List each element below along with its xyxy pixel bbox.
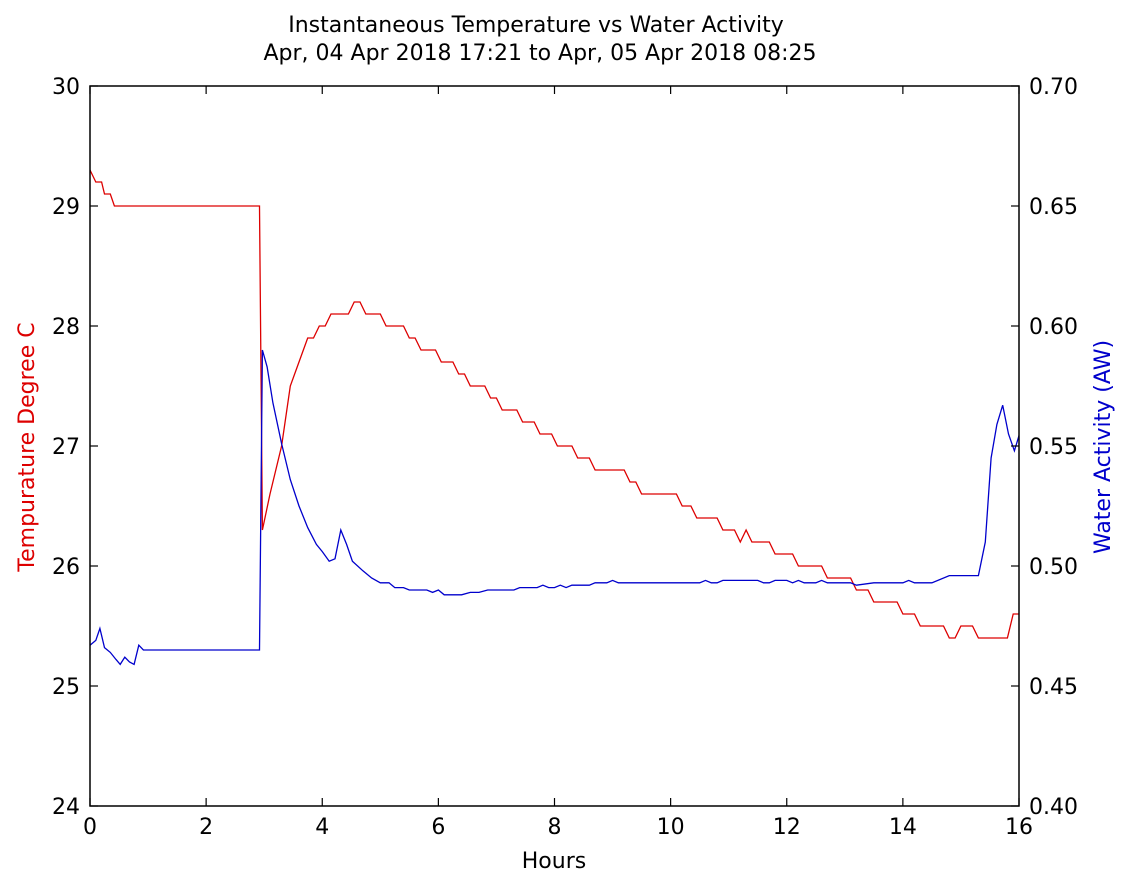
right-y-tick-label: 0.45 — [1029, 675, 1078, 700]
x-tick-label: 8 — [548, 815, 562, 840]
right-y-tick-label: 0.60 — [1029, 315, 1078, 340]
left-y-tick-label: 28 — [52, 315, 80, 340]
axes-layer: 0 2 4 6 8 10 12 14 16242526272829300.400.450.500… — [52, 75, 1078, 840]
left-y-tick-label: 24 — [52, 795, 80, 820]
chart-subtitle: Apr, 04 Apr 2018 17:21 to Apr, 05 Apr 20… — [263, 41, 816, 66]
x-tick-label: 16 — [1005, 815, 1033, 840]
x-tick-label: 12 — [773, 815, 801, 840]
x-tick-label: 2 — [199, 815, 213, 840]
right-y-tick-label: 0.40 — [1029, 795, 1078, 820]
x-axis-label: Hours — [522, 849, 586, 874]
right-y-tick-label: 0.65 — [1029, 195, 1078, 220]
left-y-tick-label: 25 — [52, 675, 80, 700]
left-y-tick-label: 27 — [52, 435, 80, 460]
water-activity-series-line — [90, 349, 1019, 666]
right-y-tick-label: 0.70 — [1029, 75, 1078, 100]
left-y-tick-label: 30 — [52, 75, 80, 100]
right-y-tick-label: 0.50 — [1029, 555, 1078, 580]
right-y-tick-label: 0.55 — [1029, 435, 1078, 460]
x-tick-label: 0 — [83, 815, 97, 840]
right-y-axis-label: Water Activity (AW) — [1091, 340, 1116, 554]
x-tick-label: 4 — [315, 815, 329, 840]
x-tick-label: 14 — [889, 815, 917, 840]
temperature-series-line — [90, 169, 1019, 639]
series-layer — [90, 169, 1019, 666]
left-y-axis-label: Tempurature Degree C — [15, 322, 40, 572]
x-tick-label: 6 — [431, 815, 445, 840]
left-y-tick-label: 26 — [52, 555, 80, 580]
chart-title: Instantaneous Temperature vs Water Activ… — [288, 13, 784, 38]
x-tick-label: 10 — [657, 815, 685, 840]
left-y-tick-label: 29 — [52, 195, 80, 220]
